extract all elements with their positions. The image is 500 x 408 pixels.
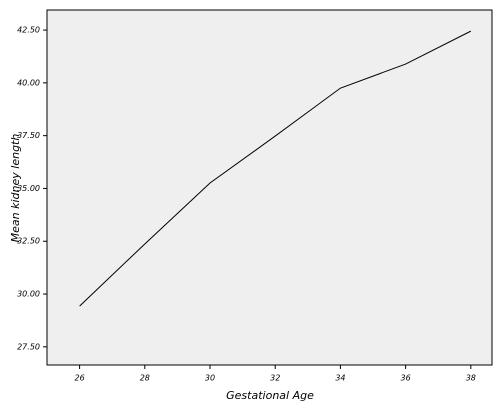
x-tick-label: 28 [140,374,150,383]
y-tick-label: 30.00 [17,290,40,299]
y-tick-label: 40.00 [17,78,40,87]
x-axis-title: Gestational Age [226,389,314,402]
y-axis-title: Mean kidney length [9,134,22,243]
y-tick-label: 32.50 [17,237,40,246]
data-line [79,30,472,307]
y-tick-label: 37.50 [17,131,40,140]
y-tick-label: 35.00 [17,184,40,193]
x-tick-label: 34 [335,374,345,383]
x-tick-label: 38 [466,374,476,383]
x-tick-label: 26 [75,374,85,383]
x-tick-label: 30 [205,374,215,383]
y-tick-label: 42.50 [17,26,40,35]
x-tick-label: 32 [270,374,280,383]
y-tick-label: 27.50 [17,342,40,351]
plot-area [46,9,493,366]
x-tick-label: 36 [401,374,411,383]
